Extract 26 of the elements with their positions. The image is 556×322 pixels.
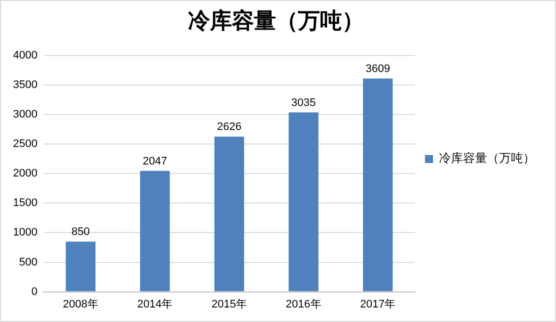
data-label: 3609 bbox=[366, 63, 390, 76]
bar bbox=[66, 242, 96, 292]
y-tick-label: 3000 bbox=[12, 108, 38, 121]
x-tick-label: 2014年 bbox=[137, 298, 173, 310]
chart-title: 冷库容量（万吨） bbox=[188, 8, 364, 33]
legend-label: 冷库容量（万吨） bbox=[439, 151, 535, 166]
y-tick-label: 2500 bbox=[12, 138, 38, 150]
y-tick-label: 2000 bbox=[12, 168, 38, 180]
y-tick-label: 0 bbox=[31, 286, 38, 298]
x-tick-label: 2017年 bbox=[360, 298, 396, 310]
y-tick-label: 500 bbox=[19, 256, 38, 268]
x-tick-label: 2016年 bbox=[286, 298, 322, 310]
data-label: 2047 bbox=[142, 155, 168, 168]
data-label: 2626 bbox=[216, 121, 242, 134]
bar bbox=[140, 170, 170, 292]
x-tick-label: 2015年 bbox=[211, 298, 247, 310]
y-tick-label: 1000 bbox=[12, 226, 38, 239]
y-tick-label: 4000 bbox=[12, 49, 38, 62]
data-label: 3035 bbox=[291, 96, 316, 109]
data-label: 850 bbox=[71, 226, 90, 238]
bar bbox=[362, 78, 393, 292]
bar bbox=[288, 112, 318, 292]
bar bbox=[214, 136, 244, 292]
y-tick-label: 3500 bbox=[12, 78, 38, 91]
x-tick-label: 2008年 bbox=[62, 298, 98, 310]
y-tick-label: 1500 bbox=[12, 197, 38, 210]
